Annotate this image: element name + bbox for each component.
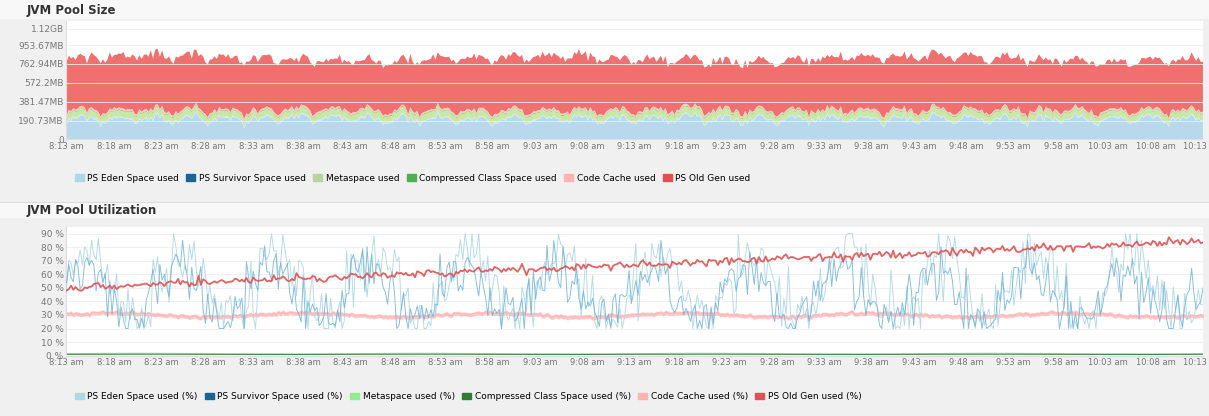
Legend: PS Eden Space used, PS Survivor Space used, Metaspace used, Compressed Class Spa: PS Eden Space used, PS Survivor Space us… — [71, 170, 754, 186]
Text: JVM Pool Size: JVM Pool Size — [27, 4, 116, 17]
Text: JVM Pool Utilization: JVM Pool Utilization — [27, 204, 157, 218]
Legend: PS Eden Space used (%), PS Survivor Space used (%), Metaspace used (%), Compress: PS Eden Space used (%), PS Survivor Spac… — [71, 389, 866, 405]
